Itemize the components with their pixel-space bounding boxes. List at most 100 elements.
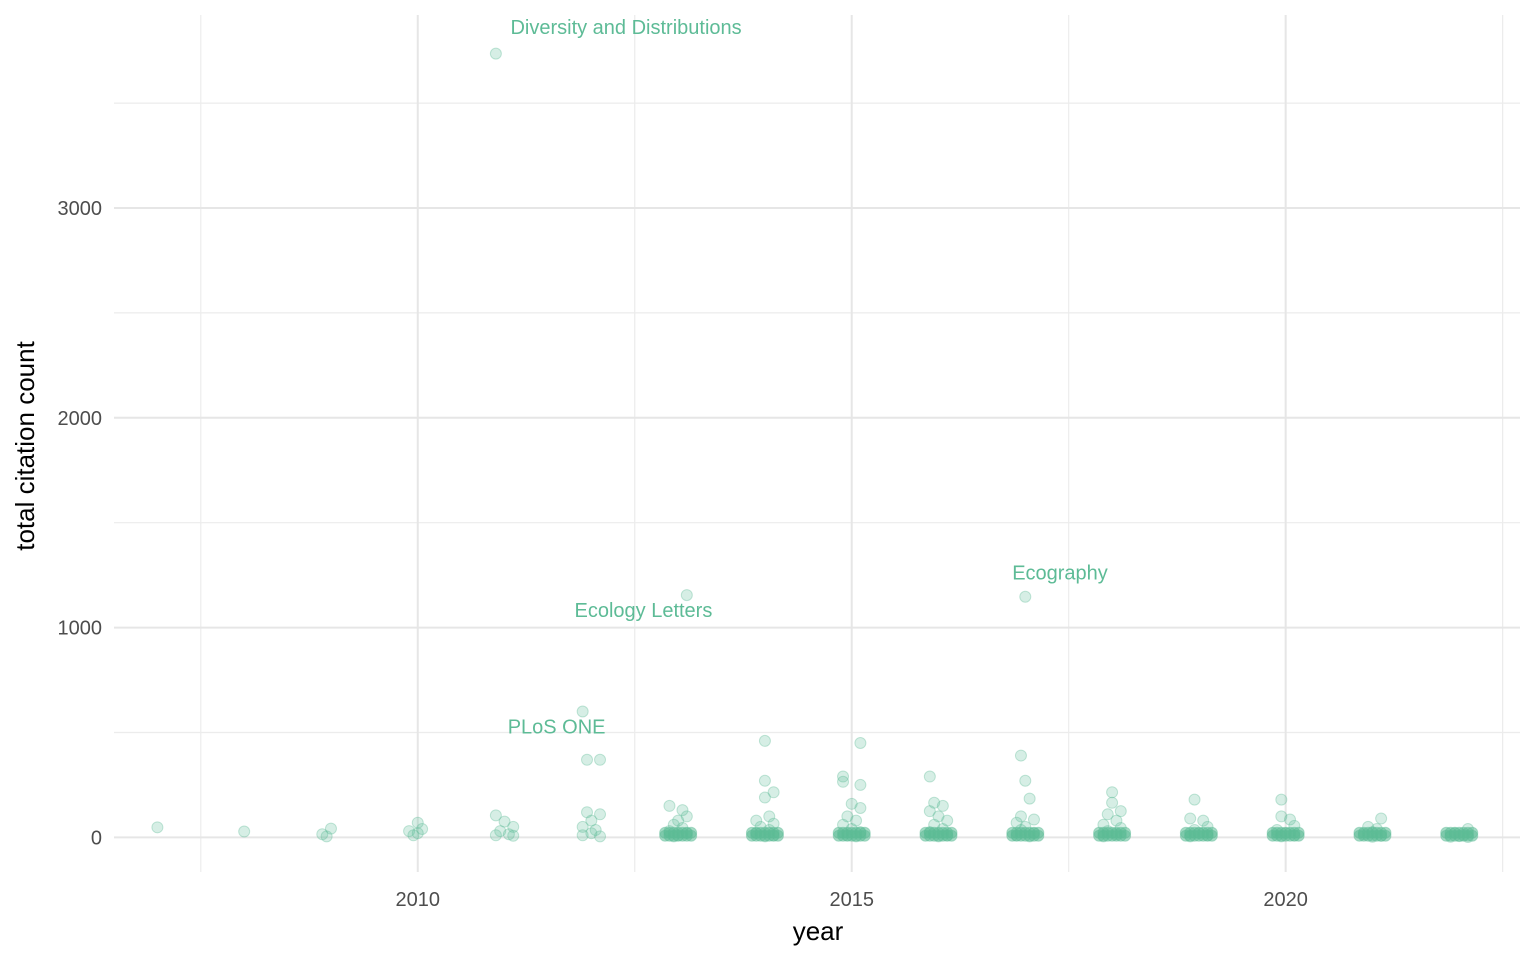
data-point: [489, 47, 502, 60]
tick-label-layer: 2010 2015 2020 0 1000 2000 3000: [58, 198, 1308, 911]
grid-layer: [114, 15, 1520, 872]
data-point: [151, 821, 164, 834]
data-point: [494, 825, 507, 838]
data-point: [320, 830, 333, 843]
points-layer: [151, 47, 1479, 843]
data-point: [1019, 774, 1032, 787]
data-point: [507, 829, 520, 842]
data-point: [1014, 749, 1027, 762]
data-point: [416, 822, 429, 835]
data-point: [1205, 826, 1218, 839]
data-point: [1114, 805, 1127, 818]
data-point: [324, 822, 337, 835]
data-point: [1110, 814, 1123, 827]
y-tick-label: 3000: [58, 198, 103, 220]
data-point: [854, 778, 867, 791]
data-point: [411, 827, 424, 840]
data-point: [1188, 793, 1201, 806]
annotation-label: Ecology Letters: [574, 600, 712, 622]
data-point: [1106, 786, 1119, 799]
data-point: [1184, 812, 1197, 825]
data-point: [1292, 826, 1305, 839]
data-point: [507, 820, 520, 833]
annotation-label: PLoS ONE: [508, 716, 606, 738]
data-point: [680, 589, 693, 602]
data-point: [585, 827, 598, 840]
data-point: [581, 753, 594, 766]
data-point: [928, 796, 941, 809]
data-point: [1119, 826, 1132, 839]
y-tick-label: 2000: [58, 408, 103, 430]
data-point: [923, 770, 936, 783]
x-tick-label: 2020: [1263, 889, 1308, 911]
data-point: [1027, 813, 1040, 826]
data-point: [594, 753, 607, 766]
data-point: [858, 826, 871, 839]
data-point: [923, 805, 936, 818]
data-point: [936, 799, 949, 812]
data-point: [941, 814, 954, 827]
data-point: [407, 829, 420, 842]
x-axis-title: year: [793, 916, 844, 946]
data-point: [1014, 810, 1027, 823]
data-point: [1032, 826, 1045, 839]
data-point: [767, 786, 780, 799]
data-point: [1106, 796, 1119, 809]
data-point: [1275, 793, 1288, 806]
data-point: [1019, 590, 1032, 603]
data-point: [585, 814, 598, 827]
data-point: [589, 824, 602, 837]
data-point: [1379, 826, 1392, 839]
data-point: [945, 826, 958, 839]
annotation-label: Ecography: [1012, 562, 1108, 584]
data-point: [576, 829, 589, 842]
data-point: [403, 825, 416, 838]
data-point: [581, 806, 594, 819]
annotation-label: Diversity and Distributions: [510, 17, 741, 39]
data-point: [663, 799, 676, 812]
data-point: [498, 815, 511, 828]
data-point: [1375, 812, 1388, 825]
data-point: [854, 802, 867, 815]
data-point: [502, 828, 515, 841]
data-point: [594, 830, 607, 843]
data-point: [771, 826, 784, 839]
data-point: [1466, 826, 1479, 839]
data-point: [854, 736, 867, 749]
data-point: [489, 829, 502, 842]
data-point: [1275, 810, 1288, 823]
data-point: [758, 791, 771, 804]
data-point: [411, 816, 424, 829]
data-point: [758, 774, 771, 787]
data-point: [758, 734, 771, 747]
data-point: [594, 808, 607, 821]
data-point: [1284, 813, 1297, 826]
data-point: [850, 814, 863, 827]
data-point: [837, 775, 850, 788]
annotation-layer: Diversity and Distributions Ecology Lette…: [508, 17, 1108, 738]
data-point: [576, 705, 589, 718]
data-point: [238, 825, 251, 838]
data-point: [680, 810, 693, 823]
data-point: [672, 814, 685, 827]
data-point: [1023, 792, 1036, 805]
data-point: [763, 810, 776, 823]
data-point: [316, 828, 329, 841]
data-point: [932, 810, 945, 823]
x-tick-label: 2010: [396, 889, 441, 911]
data-point: [576, 820, 589, 833]
data-point: [489, 809, 502, 822]
data-point: [841, 810, 854, 823]
data-point: [676, 804, 689, 817]
data-point: [845, 797, 858, 810]
data-point: [685, 826, 698, 839]
data-point: [1101, 808, 1114, 821]
data-point: [1197, 814, 1210, 827]
y-axis-title: total citation count: [10, 340, 40, 550]
y-tick-label: 0: [91, 827, 102, 849]
data-point: [837, 770, 850, 783]
data-point: [750, 814, 763, 827]
x-tick-label: 2015: [829, 889, 874, 911]
y-tick-label: 1000: [58, 618, 103, 640]
